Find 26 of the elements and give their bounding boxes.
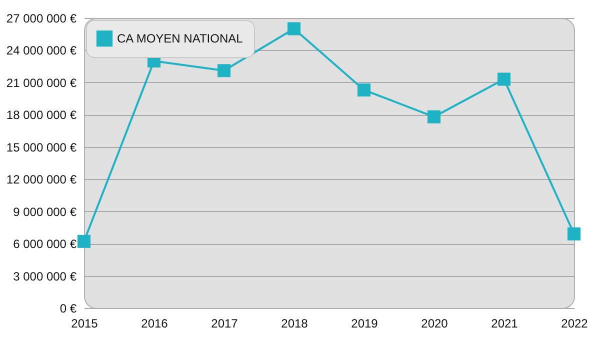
x-tick-label: 2016 [141,316,168,330]
y-tick-label: 9 000 000 € [13,204,77,219]
point [567,227,581,240]
y-tick-label: 0 € [60,302,77,316]
y-tick-label: 3 000 000 € [13,269,77,284]
x-tick-label: 2022 [561,316,588,330]
x-tick-label: 2020 [421,316,448,330]
point [497,72,511,86]
y-tick-label: 27 000 000 € [6,12,77,26]
point [357,83,371,96]
x-tick-label: 2018 [281,316,308,330]
y-tick-label: 6 000 000 € [13,237,77,252]
legend-label: CA MOYEN NATIONAL [117,32,244,46]
y-tick-label: 15 000 000 € [6,140,77,154]
point [287,22,301,36]
x-tick-label: 2015 [71,316,98,330]
y-tick-label: 24 000 000 € [6,44,77,58]
point [217,64,231,78]
y-tick-label: 12 000 000 € [6,172,77,187]
x-tick-label: 2019 [351,316,378,330]
x-tick-label: 2021 [491,316,518,330]
x-tick-label: 2017 [211,316,238,330]
y-tick-label: 21 000 000 € [6,76,77,90]
y-tick-label: 18 000 000 € [6,108,77,122]
point [427,110,441,124]
point [77,234,91,248]
